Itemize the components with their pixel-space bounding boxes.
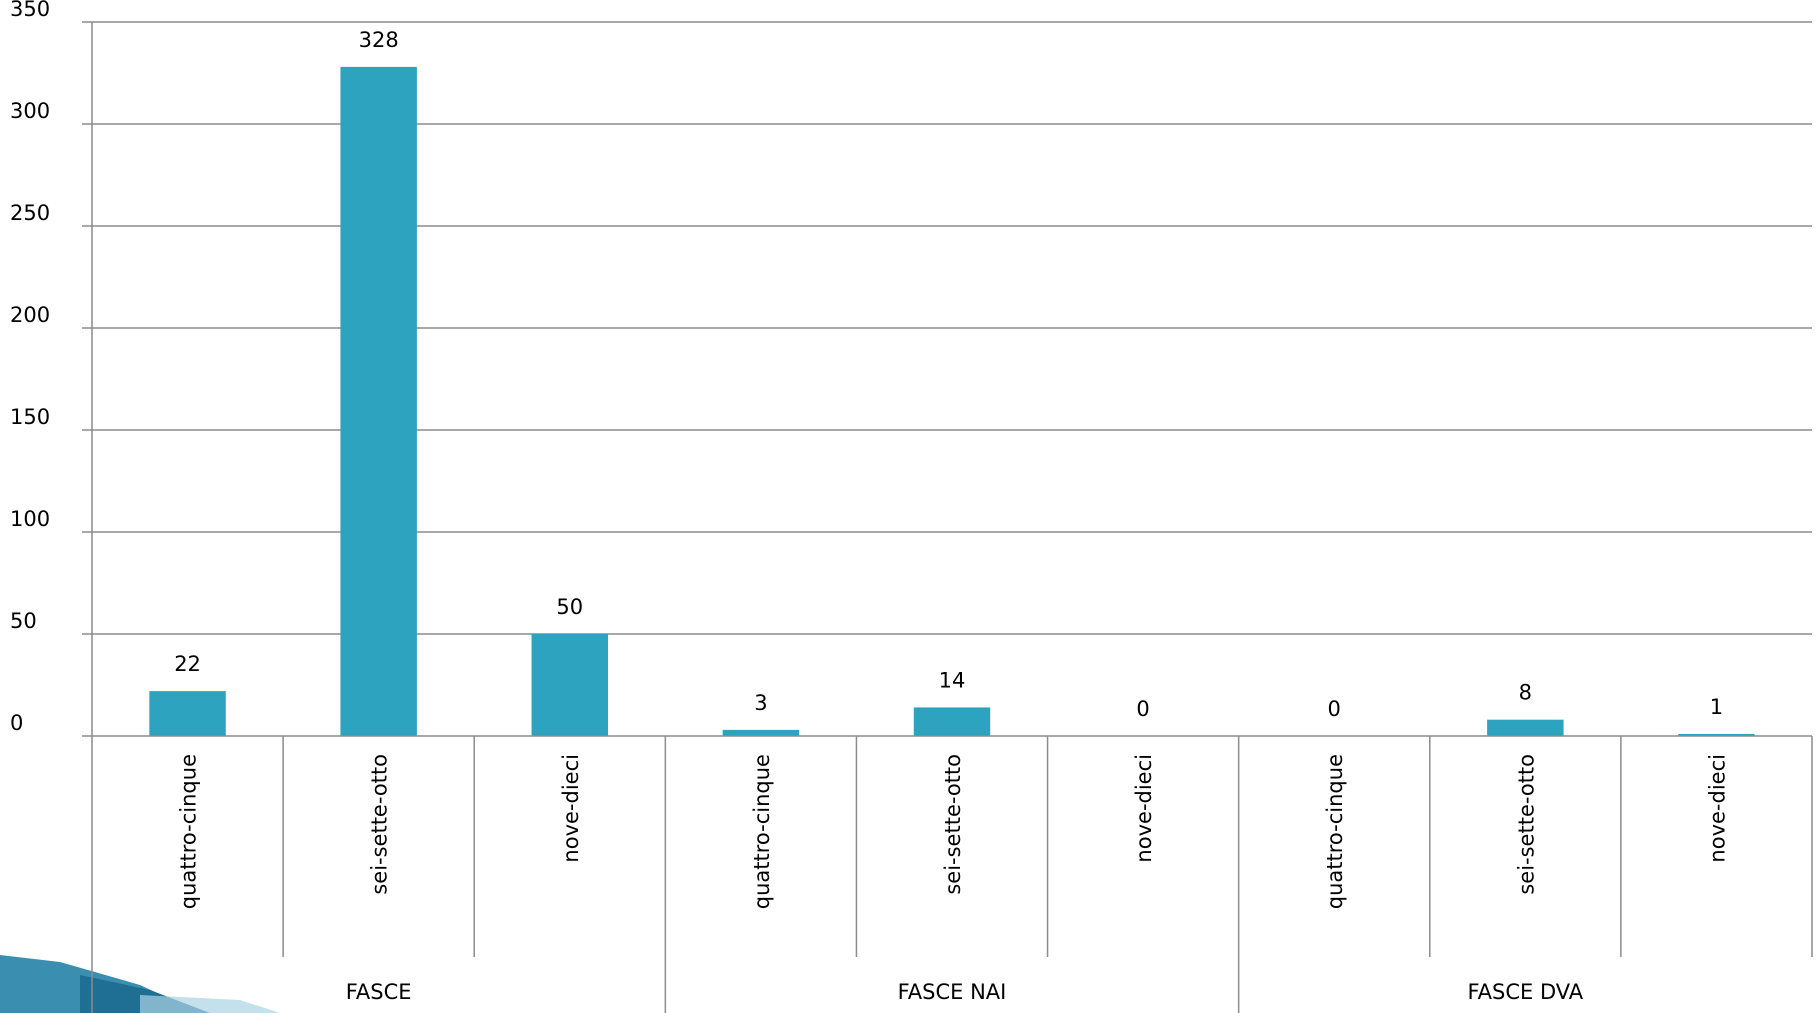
x-category-label: quattro-cinque	[177, 754, 201, 909]
x-category-label: nove-dieci	[1132, 754, 1156, 863]
bar	[913, 707, 991, 736]
bar	[531, 634, 608, 736]
x-group-label: FASCE DVA	[1468, 980, 1584, 1004]
x-group-label: FASCE NAI	[898, 980, 1007, 1004]
data-label: 22	[174, 652, 201, 676]
y-tick-label: 250	[10, 201, 50, 225]
x-category-label: nove-dieci	[559, 754, 583, 863]
data-label: 3	[754, 691, 767, 715]
bar	[1678, 733, 1755, 736]
data-label: 50	[556, 595, 583, 619]
x-category-label: quattro-cinque	[1323, 754, 1347, 909]
y-tick-label: 150	[10, 405, 50, 429]
corner-decoration	[0, 955, 280, 1013]
gridlines	[92, 21, 1812, 635]
x-category-label: sei-sette-otto	[368, 754, 392, 895]
y-tick-label: 100	[10, 507, 50, 531]
data-label: 1	[1710, 695, 1723, 719]
y-tick-label: 350	[10, 0, 50, 21]
data-label: 328	[359, 28, 399, 52]
x-category-label: quattro-cinque	[750, 754, 774, 909]
x-category-label: nove-dieci	[1705, 754, 1729, 863]
data-label: 0	[1328, 697, 1341, 721]
data-label: 0	[1136, 697, 1149, 721]
y-tick-label: 50	[10, 609, 37, 633]
bars	[149, 66, 1755, 736]
labels: 05010015020025030035022quattro-cinque328…	[10, 0, 1729, 1004]
data-label: 14	[939, 668, 966, 692]
x-group-label: FASCE	[346, 980, 412, 1004]
x-category-label: sei-sette-otto	[1514, 754, 1538, 895]
axes	[82, 21, 1813, 1013]
y-tick-label: 300	[10, 99, 50, 123]
y-tick-label: 0	[10, 711, 23, 735]
bar	[1487, 719, 1564, 736]
x-category-label: sei-sette-otto	[941, 754, 965, 895]
data-label: 8	[1519, 681, 1532, 705]
bar	[722, 729, 800, 736]
bar	[340, 66, 417, 736]
y-tick-label: 200	[10, 303, 50, 327]
bar	[149, 691, 226, 736]
